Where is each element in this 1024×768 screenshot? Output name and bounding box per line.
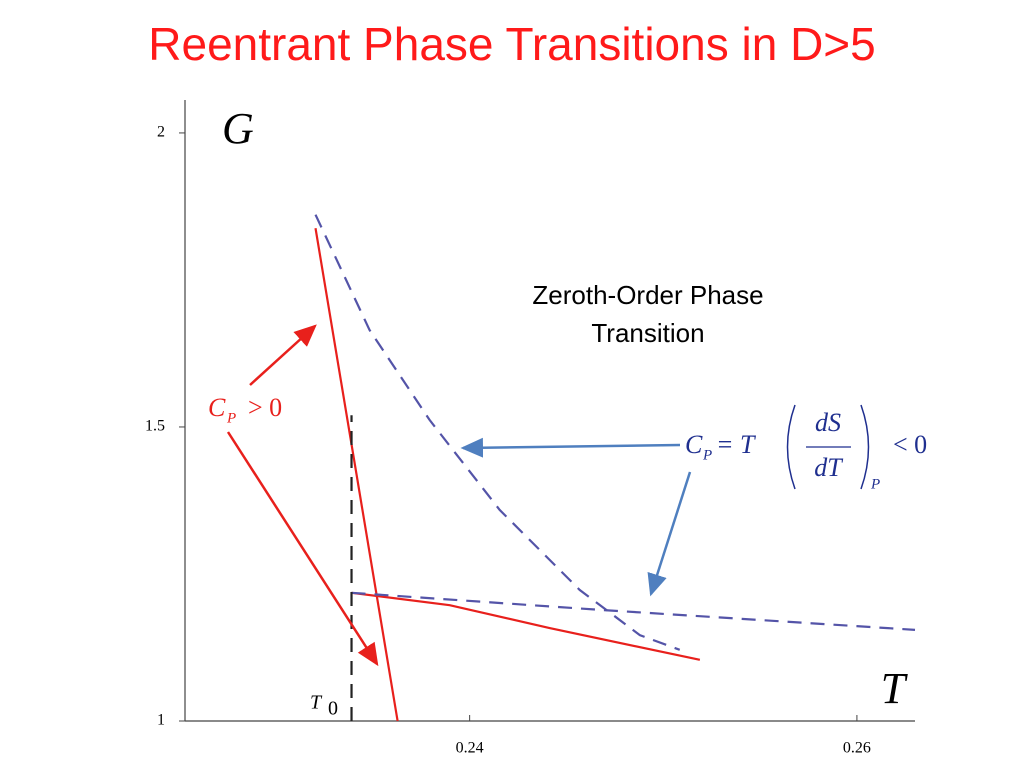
x-axis-label: T bbox=[881, 664, 909, 713]
math: > 0 bbox=[248, 393, 282, 422]
cp-positive: C P > 0 bbox=[208, 393, 282, 426]
arrow bbox=[647, 471, 692, 597]
cp-formula: C P = T dS dT P < 0 bbox=[685, 404, 927, 492]
math: P bbox=[870, 476, 880, 492]
series-line bbox=[314, 228, 399, 722]
math: dT bbox=[814, 453, 843, 482]
y-tick-label: 2 bbox=[157, 124, 165, 141]
annotation: Zeroth-Order Phase bbox=[532, 280, 763, 310]
arrow bbox=[249, 324, 317, 386]
math: = T bbox=[716, 430, 756, 459]
series-line bbox=[351, 591, 701, 661]
y-tick-label: 1 bbox=[157, 712, 165, 729]
math: C bbox=[685, 430, 703, 459]
math: dS bbox=[815, 408, 841, 437]
x-tick-label: 0.24 bbox=[456, 740, 484, 757]
y-axis-label: G bbox=[222, 104, 254, 153]
slide-title: Reentrant Phase Transitions in D>5 bbox=[148, 18, 875, 70]
t0-label: T bbox=[310, 692, 323, 714]
paren bbox=[786, 404, 796, 490]
annotation: Transition bbox=[591, 318, 704, 348]
math: P bbox=[702, 447, 712, 463]
math: C bbox=[208, 393, 226, 422]
t0-label: 0 bbox=[328, 698, 338, 720]
y-tick-label: 1.5 bbox=[145, 418, 165, 435]
arrows bbox=[226, 324, 692, 667]
arrow bbox=[226, 431, 379, 667]
paren bbox=[860, 404, 870, 490]
arrow bbox=[460, 437, 681, 458]
series-line bbox=[314, 214, 681, 651]
x-tick-label: 0.26 bbox=[843, 740, 871, 757]
plot: 1 1.5 2 0.24 0.26 bbox=[145, 100, 916, 757]
series-line bbox=[351, 591, 916, 631]
math: P bbox=[226, 410, 236, 426]
math: < 0 bbox=[893, 430, 927, 459]
